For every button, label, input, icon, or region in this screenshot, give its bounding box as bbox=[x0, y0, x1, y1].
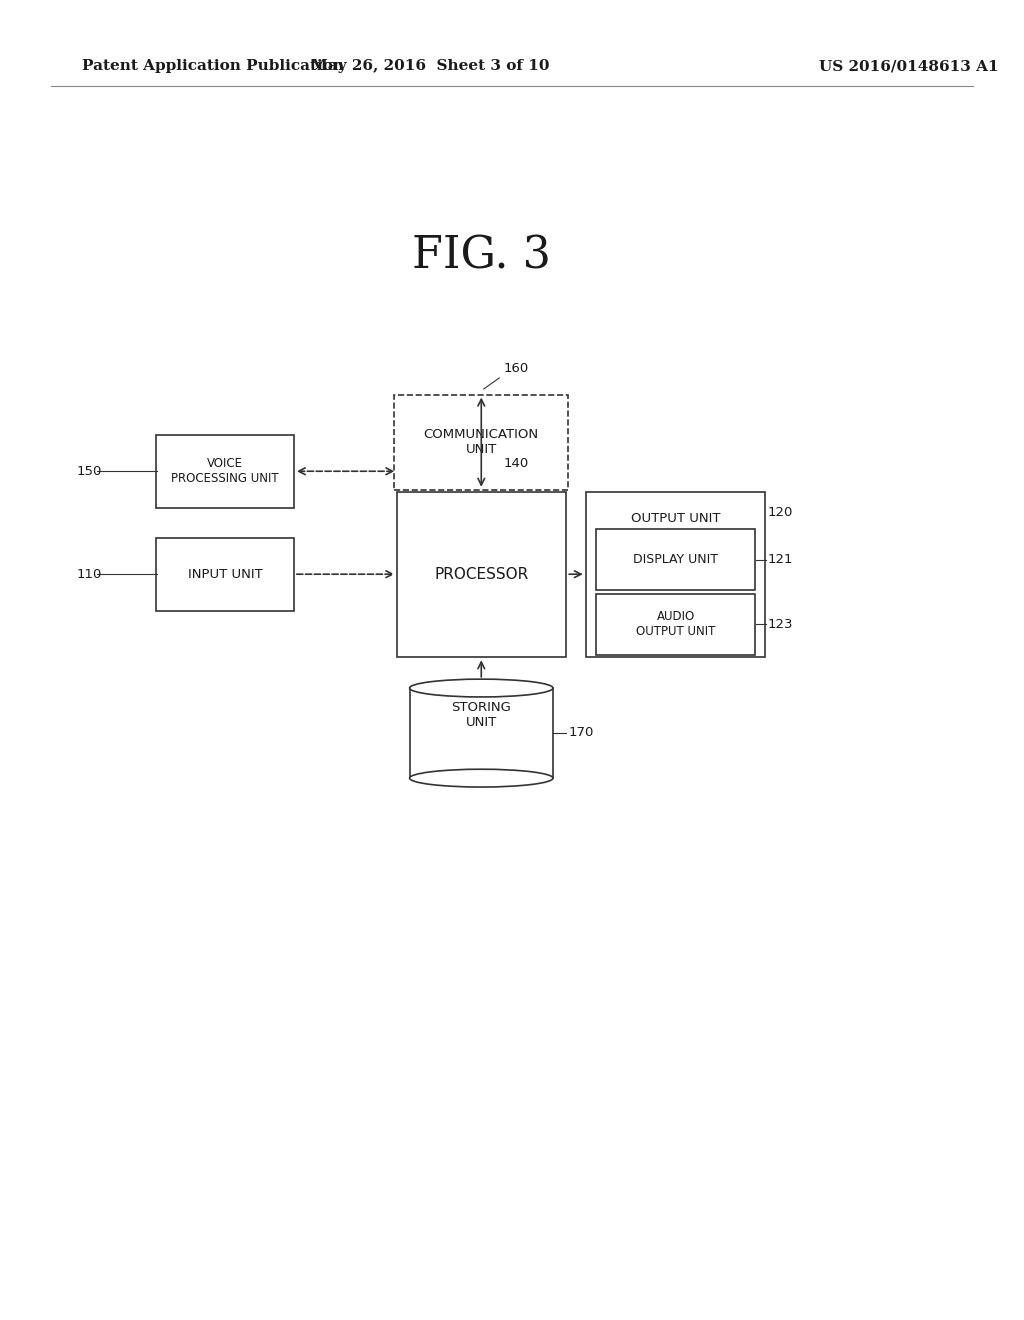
FancyBboxPatch shape bbox=[596, 529, 756, 590]
Text: OUTPUT UNIT: OUTPUT UNIT bbox=[631, 512, 721, 525]
Text: COMMUNICATION
UNIT: COMMUNICATION UNIT bbox=[424, 428, 539, 457]
Text: 160: 160 bbox=[504, 362, 529, 375]
Text: 121: 121 bbox=[768, 553, 794, 566]
Text: 110: 110 bbox=[77, 568, 102, 581]
Text: Patent Application Publication: Patent Application Publication bbox=[82, 59, 344, 74]
Text: INPUT UNIT: INPUT UNIT bbox=[188, 568, 262, 581]
Text: 140: 140 bbox=[504, 457, 529, 470]
Text: 120: 120 bbox=[768, 506, 794, 519]
Ellipse shape bbox=[410, 678, 553, 697]
FancyBboxPatch shape bbox=[394, 395, 568, 490]
FancyBboxPatch shape bbox=[586, 492, 766, 657]
FancyBboxPatch shape bbox=[156, 539, 295, 610]
Text: US 2016/0148613 A1: US 2016/0148613 A1 bbox=[819, 59, 998, 74]
Text: STORING
UNIT: STORING UNIT bbox=[452, 701, 511, 730]
Text: May 26, 2016  Sheet 3 of 10: May 26, 2016 Sheet 3 of 10 bbox=[311, 59, 549, 74]
Text: PROCESSOR: PROCESSOR bbox=[434, 566, 528, 582]
Text: AUDIO
OUTPUT UNIT: AUDIO OUTPUT UNIT bbox=[636, 610, 716, 639]
Text: 170: 170 bbox=[568, 726, 594, 739]
Text: FIG. 3: FIG. 3 bbox=[412, 234, 551, 277]
Bar bbox=[410, 688, 553, 777]
Ellipse shape bbox=[410, 770, 553, 787]
Text: 150: 150 bbox=[77, 465, 102, 478]
FancyBboxPatch shape bbox=[596, 594, 756, 655]
Text: 123: 123 bbox=[768, 618, 794, 631]
FancyBboxPatch shape bbox=[156, 434, 295, 507]
FancyBboxPatch shape bbox=[396, 492, 565, 657]
Text: DISPLAY UNIT: DISPLAY UNIT bbox=[633, 553, 719, 566]
Text: VOICE
PROCESSING UNIT: VOICE PROCESSING UNIT bbox=[171, 457, 280, 486]
